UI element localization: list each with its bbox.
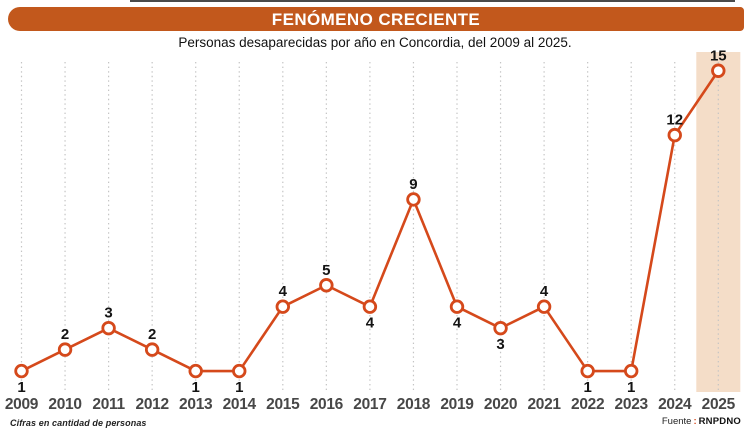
data-point-2009	[14, 363, 29, 379]
value-label-2009: 1	[17, 379, 25, 396]
source-separator: :	[693, 416, 697, 427]
top-rule	[130, 0, 735, 2]
year-label-2025: 2025	[702, 396, 736, 413]
data-point-2017	[362, 299, 378, 314]
units-note: Cifras en cantidad de personas	[10, 418, 147, 428]
data-point-2025	[711, 63, 726, 78]
value-label-2021: 4	[540, 283, 549, 300]
value-label-2016: 5	[322, 262, 330, 279]
year-label-2019: 2019	[440, 396, 474, 413]
chart-subtitle: Personas desaparecidas por año en Concor…	[178, 35, 572, 50]
year-label-2015: 2015	[266, 396, 300, 413]
data-point-2013	[188, 363, 203, 379]
value-label-2024: 12	[666, 112, 683, 129]
data-point-2014	[232, 363, 247, 379]
value-label-2015: 4	[279, 283, 288, 300]
page-title: FENÓMENO CRECIENTE	[271, 10, 481, 29]
year-label-2013: 2013	[179, 396, 213, 413]
value-label-2023: 1	[627, 379, 635, 396]
title-banner: FENÓMENO CRECIENTE	[8, 7, 744, 31]
year-label-2018: 2018	[397, 396, 431, 413]
value-label-2014: 1	[235, 379, 243, 396]
data-point-2020	[493, 320, 508, 336]
value-label-2025: 15	[710, 47, 727, 64]
value-label-2019: 4	[453, 315, 462, 332]
data-point-2024	[667, 127, 682, 143]
data-point-2018	[406, 192, 421, 207]
year-label-2010: 2010	[48, 396, 81, 413]
year-label-2012: 2012	[136, 396, 169, 413]
data-point-2011	[101, 320, 116, 336]
value-label-2017: 4	[366, 315, 375, 332]
data-point-2015	[275, 299, 291, 314]
value-label-2013: 1	[192, 379, 200, 396]
year-label-2021: 2021	[527, 396, 561, 413]
value-label-2012: 2	[148, 326, 156, 343]
year-label-2011: 2011	[92, 396, 125, 413]
year-label-2022: 2022	[571, 396, 604, 413]
value-label-2020: 3	[496, 336, 504, 353]
value-label-2018: 9	[409, 176, 417, 193]
source-label: Fuente	[661, 416, 692, 427]
year-label-2023: 2023	[615, 396, 649, 413]
value-label-2022: 1	[583, 379, 591, 396]
data-point-2019	[449, 299, 465, 314]
year-label-2017: 2017	[353, 396, 386, 413]
data-point-2023	[624, 363, 639, 379]
highlight-band	[696, 52, 741, 392]
year-label-2020: 2020	[484, 396, 517, 413]
data-point-2010	[57, 342, 73, 357]
data-point-2022	[580, 363, 595, 379]
year-label-2024: 2024	[658, 396, 692, 413]
data-point-2012	[144, 342, 160, 357]
data-point-2016	[319, 278, 334, 293]
year-label-2009: 2009	[5, 396, 39, 413]
source-credit: Fuente: RNPDNO	[662, 416, 741, 427]
value-label-2011: 3	[104, 305, 112, 322]
year-label-2016: 2016	[310, 396, 344, 413]
data-point-2021	[536, 299, 552, 314]
value-label-2010: 2	[61, 326, 69, 343]
source-name: RNPDNO	[698, 416, 741, 427]
year-label-2014: 2014	[223, 396, 257, 413]
